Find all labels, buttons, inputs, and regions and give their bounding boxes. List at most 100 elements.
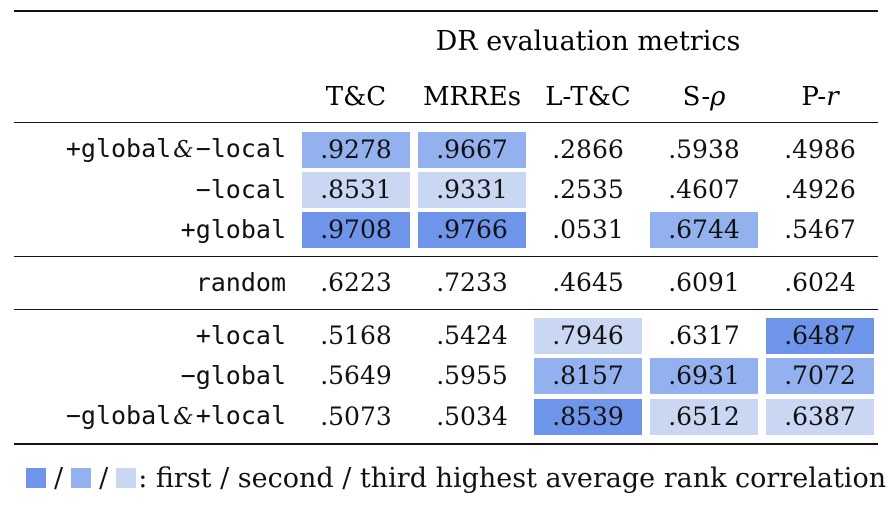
value-cell: .9708 xyxy=(298,210,414,257)
method-ampersand: & xyxy=(173,404,194,430)
value-text: .4607 xyxy=(668,175,740,204)
value-text: .2866 xyxy=(552,134,624,164)
method-label: +local xyxy=(195,321,286,350)
column-header-s-rho: S-ρ xyxy=(646,72,762,123)
legend: / / : first / second / third highest ave… xyxy=(26,458,886,498)
value-cell: .6931 xyxy=(646,356,762,396)
value-cell: .4607 xyxy=(646,170,762,210)
value-text-highlighted: .9667 xyxy=(418,131,526,168)
value-cell: .6091 xyxy=(646,256,762,310)
value-text: .5955 xyxy=(436,361,508,390)
value-text: .4986 xyxy=(784,134,856,164)
value-text: .6024 xyxy=(784,268,856,297)
column-header-label: S- xyxy=(682,82,711,112)
legend-swatch-second xyxy=(71,468,92,488)
value-cell: .6317 xyxy=(646,309,762,356)
value-text-highlighted: .9278 xyxy=(302,131,410,168)
legend-slash: / xyxy=(99,462,109,494)
value-text-highlighted: .6744 xyxy=(650,212,758,248)
legend-swatch-first xyxy=(26,468,46,488)
method-label: −local xyxy=(195,134,286,163)
value-cell: .6487 xyxy=(762,309,878,356)
column-header-label: MRREs xyxy=(422,82,522,112)
corner-empty-cell xyxy=(14,10,298,72)
value-cell: .5649 xyxy=(298,356,414,396)
column-header-label: P- xyxy=(801,82,827,112)
value-cell: .8539 xyxy=(530,396,646,445)
value-text: .5649 xyxy=(320,361,392,390)
value-cell: .5034 xyxy=(414,396,530,445)
value-cell: .9331 xyxy=(414,170,530,210)
value-text: .5073 xyxy=(320,401,392,431)
value-text-highlighted: .9331 xyxy=(418,172,526,208)
method-cell: random xyxy=(14,256,298,310)
value-cell: .2866 xyxy=(530,122,646,170)
value-cell: .7233 xyxy=(414,256,530,310)
value-cell: .6387 xyxy=(762,396,878,445)
value-cell: .4926 xyxy=(762,170,878,210)
results-table-container: DR evaluation metrics T&C MRREs L-T&C S-… xyxy=(14,10,878,445)
table-row: −global .5649 .5955 .8157.6931.7072 xyxy=(14,356,878,396)
column-header-mrres: MRREs xyxy=(414,72,530,123)
value-cell: .5424 xyxy=(414,309,530,356)
method-label: +global xyxy=(65,134,172,163)
value-cell: .6024 xyxy=(762,256,878,310)
table-row: +global&−local .9278.9667 .2866 .5938 .4986 xyxy=(14,122,878,170)
value-text-highlighted: .9708 xyxy=(302,212,410,248)
table-body: +global&−local .9278.9667.2866.5938.4986−… xyxy=(14,122,878,445)
method-cell: −local xyxy=(14,170,298,210)
table-row: +global .9708.9766 .0531 .6744 .5467 xyxy=(14,210,878,257)
value-text-highlighted: .6487 xyxy=(766,318,874,354)
value-text-highlighted: .9766 xyxy=(418,212,526,248)
table-row: random .6223 .7233 .4645 .6091 .6024 xyxy=(14,256,878,310)
table-row: +local .5168 .5424 .7946 .6317 .6487 xyxy=(14,309,878,356)
value-text-highlighted: .6387 xyxy=(766,398,874,435)
value-cell: .9278 xyxy=(298,122,414,170)
method-label: −global xyxy=(65,401,172,430)
table-row: −global&+local .5073 .5034 .8539.6512.6387 xyxy=(14,396,878,445)
rho-symbol: ρ xyxy=(710,82,726,112)
value-cell: .5955 xyxy=(414,356,530,396)
value-cell: .5467 xyxy=(762,210,878,257)
method-cell: −global xyxy=(14,356,298,396)
value-cell: .6744 xyxy=(646,210,762,257)
method-label: −local xyxy=(195,175,286,204)
value-cell: .7946 xyxy=(530,309,646,356)
r-symbol: r xyxy=(826,82,839,112)
method-cell: +local xyxy=(14,309,298,356)
legend-swatch-third xyxy=(116,468,137,488)
value-text-highlighted: .8539 xyxy=(534,398,642,435)
value-text-highlighted: .7946 xyxy=(534,318,642,354)
value-text-highlighted: .8157 xyxy=(534,358,642,394)
results-table: DR evaluation metrics T&C MRREs L-T&C S-… xyxy=(14,10,878,445)
method-cell: +global&−local xyxy=(14,122,298,170)
corner-empty-cell-2 xyxy=(14,72,298,123)
value-cell: .5073 xyxy=(298,396,414,445)
value-text: .6317 xyxy=(668,321,740,350)
value-text: .4645 xyxy=(552,268,624,297)
value-cell: .0531 xyxy=(530,210,646,257)
method-label: +local xyxy=(195,401,286,430)
value-text: .5467 xyxy=(784,215,856,244)
table-row: −local .8531.9331 .2535 .4607 .4926 xyxy=(14,170,878,210)
value-cell: .6223 xyxy=(298,256,414,310)
value-text: .0531 xyxy=(552,215,624,244)
column-header-label: L-T&C xyxy=(545,82,631,112)
value-cell: .8157 xyxy=(530,356,646,396)
value-cell: .8531 xyxy=(298,170,414,210)
value-text: .5938 xyxy=(668,134,740,164)
group-header-cell: DR evaluation metrics xyxy=(298,10,878,72)
value-text: .5424 xyxy=(436,321,508,350)
method-cell: +global xyxy=(14,210,298,257)
method-label: −global xyxy=(180,361,286,390)
method-cell: −global&+local xyxy=(14,396,298,445)
column-header-tc: T&C xyxy=(298,72,414,123)
value-text-highlighted: .6931 xyxy=(650,358,758,394)
value-text: .2535 xyxy=(552,175,624,204)
value-text: .6223 xyxy=(320,268,392,297)
legend-slash: / xyxy=(54,462,64,494)
method-label: +global xyxy=(180,215,286,244)
value-cell: .5168 xyxy=(298,309,414,356)
value-cell: .4986 xyxy=(762,122,878,170)
value-cell: .9667 xyxy=(414,122,530,170)
